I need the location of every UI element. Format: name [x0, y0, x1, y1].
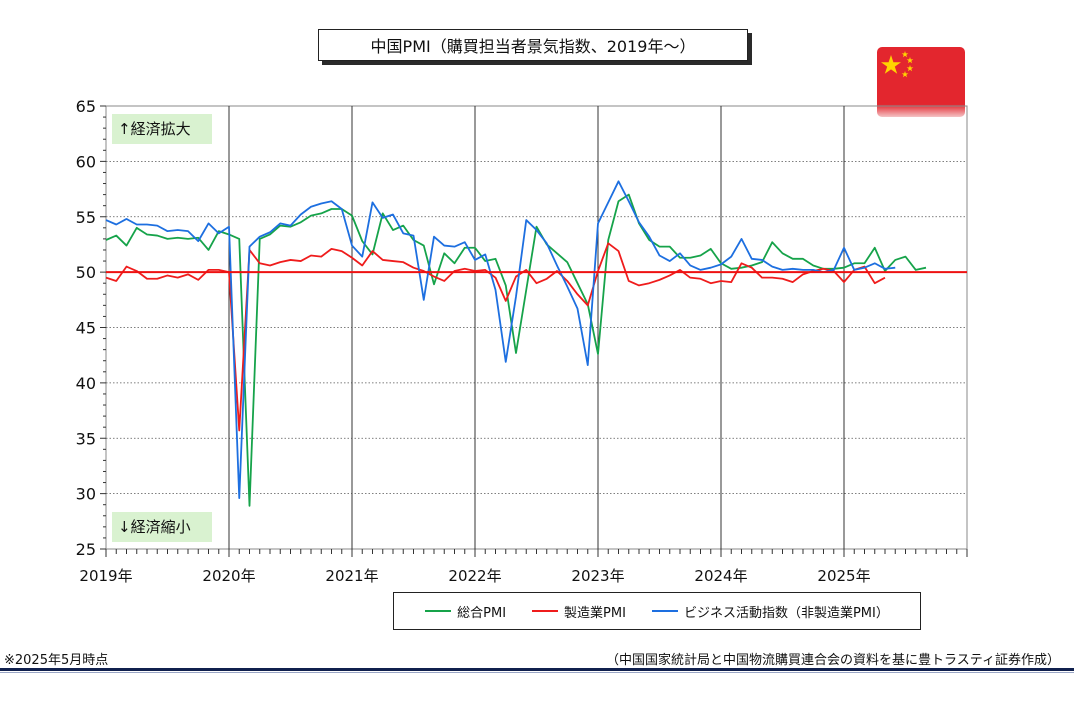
- y-tick-label: 50: [76, 263, 96, 282]
- x-tick-label: 2024年: [694, 567, 747, 585]
- contraction-annotation-bg: [112, 512, 212, 542]
- series-line-2: [105, 180, 896, 499]
- flag-small-star: [901, 71, 909, 78]
- legend-item-nonmanufacturing: ビジネス活動指数（非製造業PMI）: [651, 602, 889, 621]
- series-line-0: [105, 193, 927, 507]
- contraction-annotation: ↓経済縮小: [118, 518, 191, 536]
- footnote-date: ※2025年5月時点: [4, 653, 109, 668]
- footer-rule: [0, 668, 1074, 671]
- legend-label-nonmanufacturing: ビジネス活動指数（非製造業PMI）: [683, 605, 889, 621]
- grid-layer: [105, 105, 968, 550]
- chart-title-text: 中国PMI（購買担当者景気指数、2019年～）: [370, 37, 696, 56]
- y-tick-label: 45: [76, 319, 96, 338]
- flag-small-star: [906, 57, 914, 64]
- chart-legend: 総合PMI 製造業PMI ビジネス活動指数（非製造業PMI）: [393, 592, 921, 630]
- expansion-annotation: ↑経済拡大: [118, 120, 191, 138]
- series-line-1: [105, 242, 886, 432]
- y-tick-label: 60: [76, 152, 96, 171]
- legend-swatch-manufacturing: [532, 610, 559, 612]
- y-tick-label: 40: [76, 374, 96, 393]
- x-tick-label: 2023年: [571, 567, 624, 585]
- legend-label-manufacturing: 製造業PMI: [564, 605, 626, 621]
- y-tick-label: 35: [76, 429, 96, 448]
- x-tick-label: 2025年: [817, 567, 870, 585]
- expansion-annotation-bg: [112, 114, 212, 144]
- legend-swatch-composite: [425, 610, 452, 612]
- footer-rule-light: [0, 672, 1074, 673]
- china-flag-icon: [877, 47, 965, 117]
- x-tick-label: 2021年: [325, 567, 378, 585]
- x-tick-label: 2019年: [79, 567, 132, 585]
- legend-label-composite: 総合PMI: [457, 605, 507, 621]
- series-layer: [105, 180, 967, 507]
- x-tick-label: 2022年: [448, 567, 501, 585]
- y-tick-label: 25: [76, 540, 96, 559]
- annotation-layer: ↑経済拡大 ↓経済縮小: [112, 114, 212, 542]
- flag-small-star: [901, 51, 909, 58]
- source-credit: （中国国家統計局と中国物流購買連合会の資料を基に豊トラスティ証券作成）: [606, 653, 1060, 668]
- x-tick-label: 2020年: [202, 567, 255, 585]
- axis-layer: 65 60 55 50 45 40 35 30 25 2019年 2020年 2021年 2022年 20…: [76, 97, 968, 585]
- flag-small-star: [906, 65, 914, 72]
- legend-item-manufacturing: 製造業PMI: [532, 602, 626, 621]
- y-tick-label: 65: [76, 97, 96, 116]
- legend-swatch-nonmanufacturing: [651, 610, 678, 612]
- flag-large-star: [881, 55, 901, 74]
- chart-title: 中国PMI（購買担当者景気指数、2019年～）: [318, 29, 748, 61]
- legend-item-composite: 総合PMI: [425, 602, 506, 621]
- y-tick-label: 30: [76, 485, 96, 504]
- y-tick-label: 55: [76, 208, 96, 227]
